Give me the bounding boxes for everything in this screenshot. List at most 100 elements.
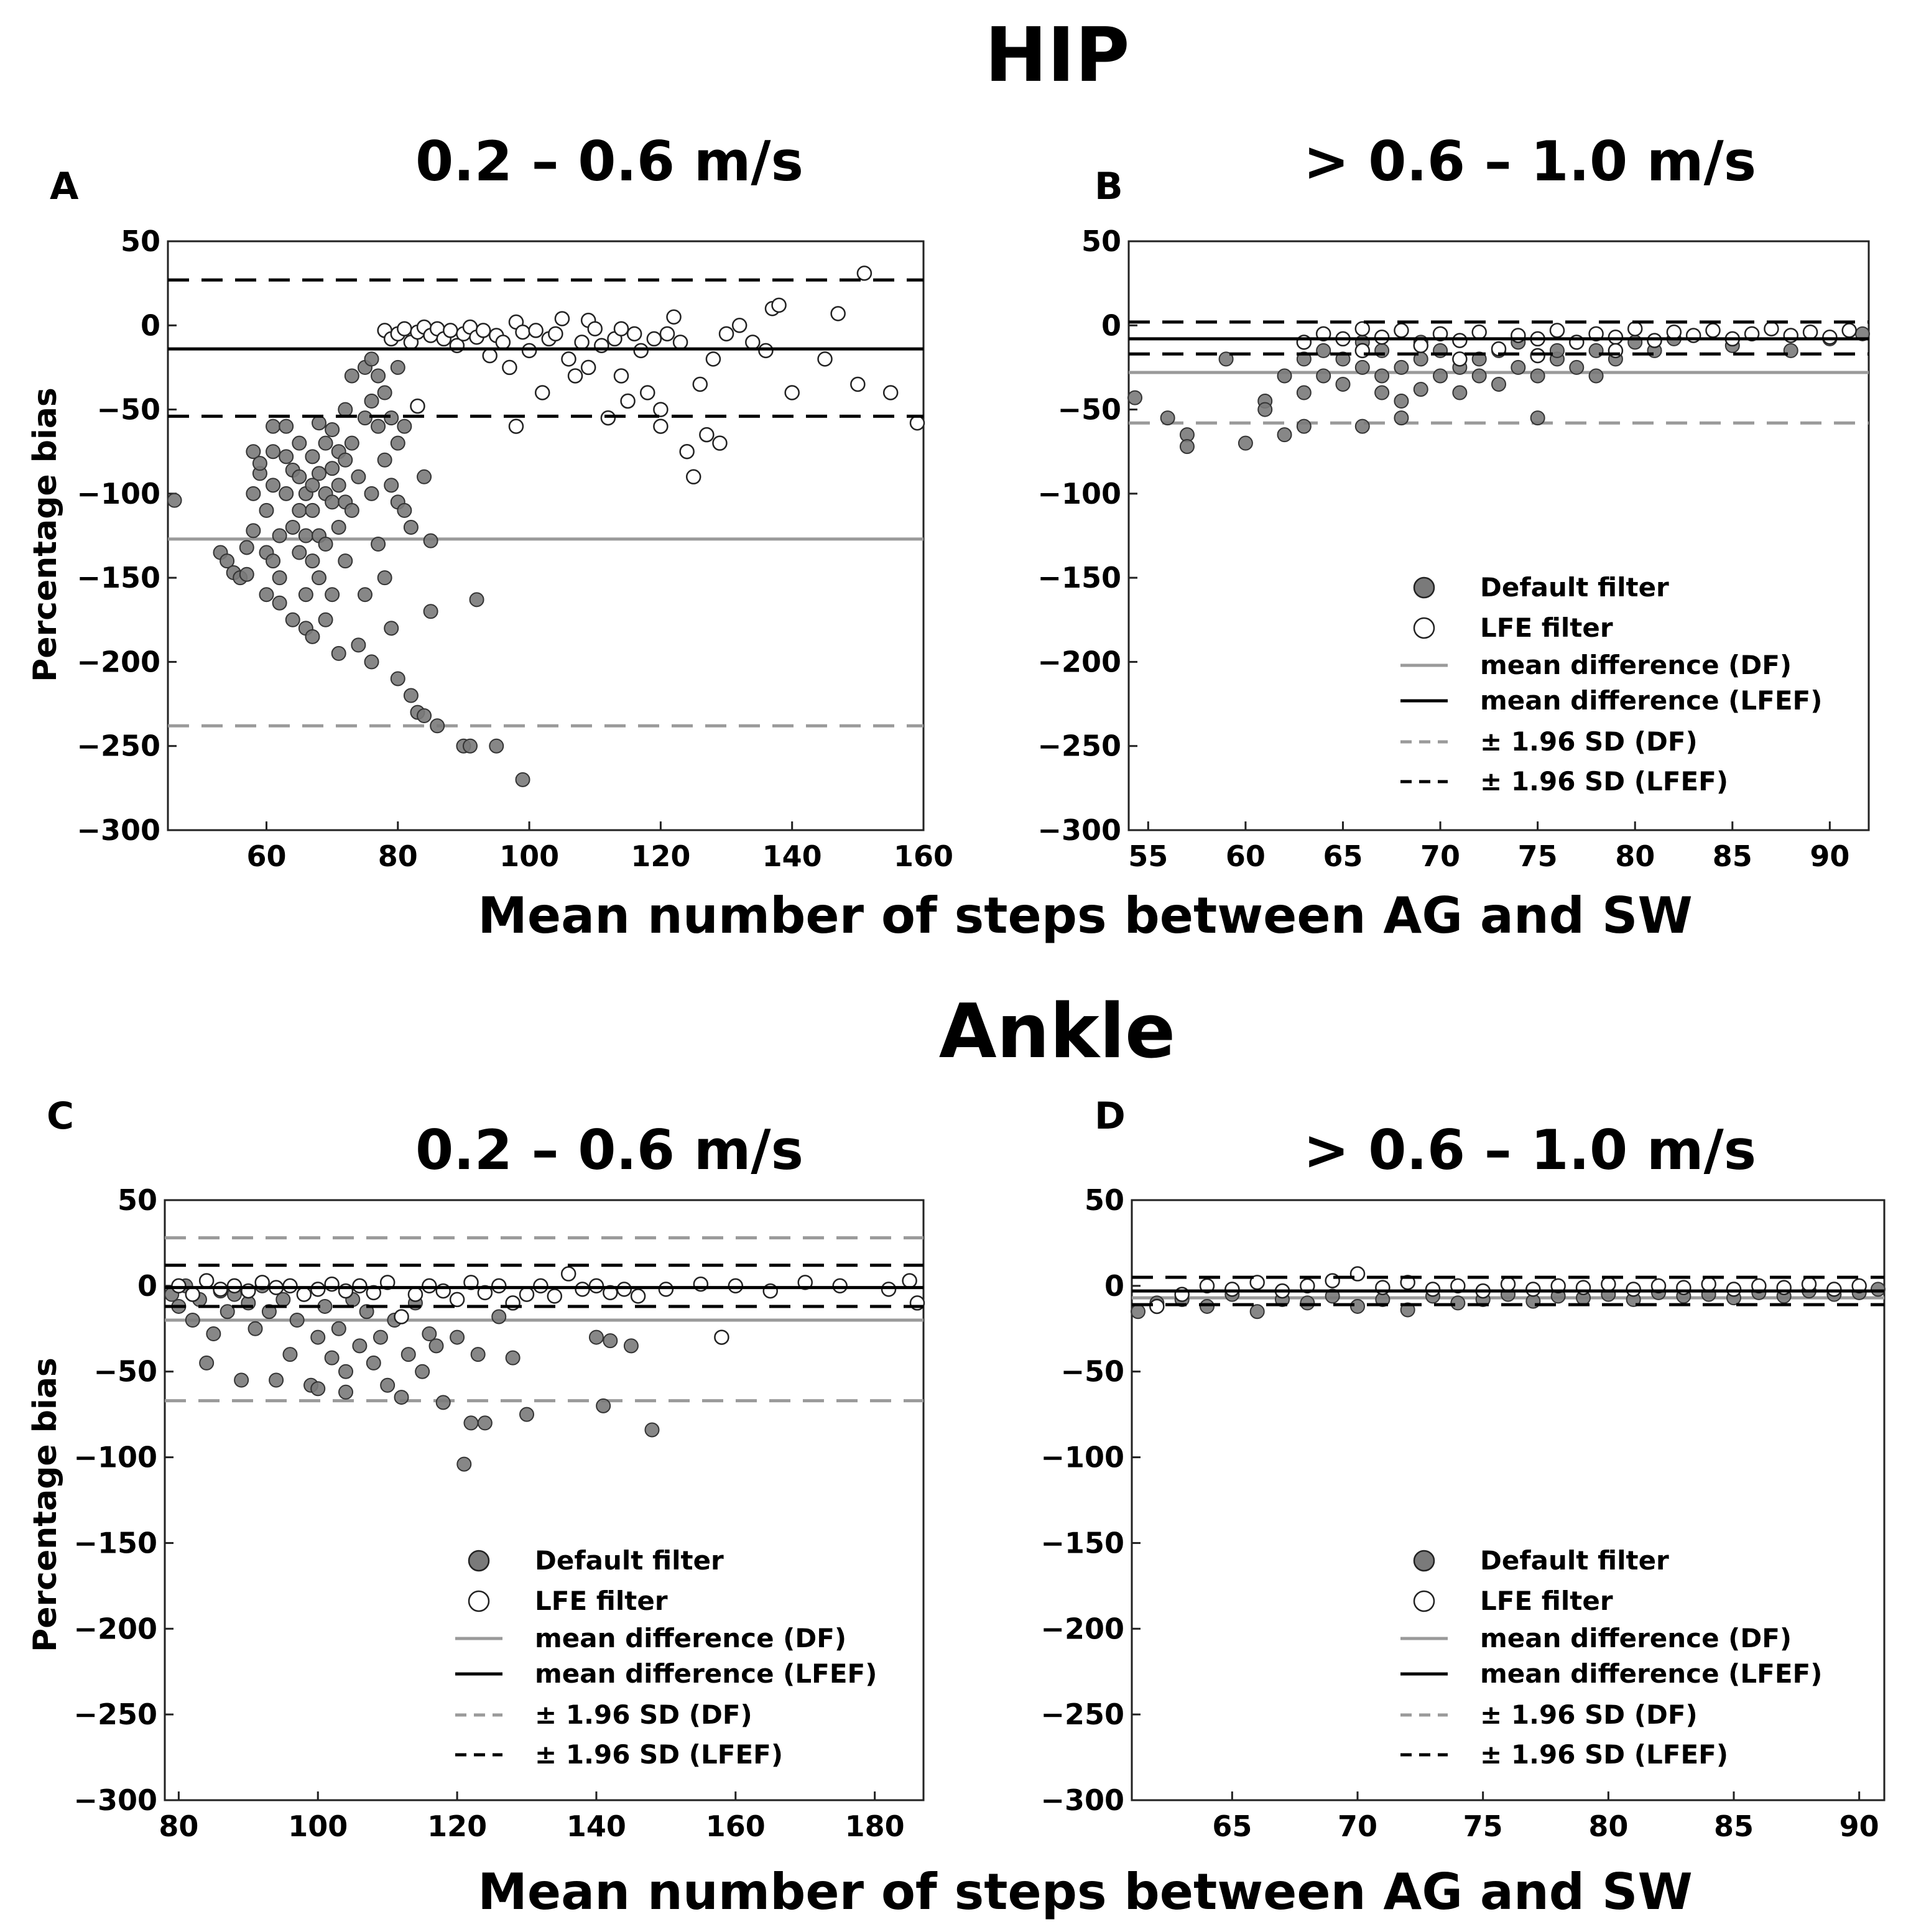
lfe-filter-point <box>666 309 682 325</box>
lfe-filter-point <box>185 1287 201 1302</box>
y-tick-label: −250 <box>73 1698 157 1731</box>
lfe-filter-point <box>1601 1276 1616 1292</box>
default-filter-point <box>261 1304 277 1320</box>
y-tick-label: −150 <box>73 1526 157 1560</box>
legend-label-sd-df: ± 1.96 SD (DF) <box>1480 726 1698 757</box>
default-filter-point <box>1374 385 1390 400</box>
y-tick-label: −50 <box>93 1355 157 1389</box>
default-filter-point <box>266 553 281 569</box>
x-tick-label: 75 <box>1463 1810 1503 1843</box>
legend-marker-lfe-filter <box>468 1590 490 1612</box>
default-filter-point <box>318 435 333 451</box>
default-filter-point <box>338 402 353 417</box>
default-filter-point <box>1394 394 1409 409</box>
default-filter-point <box>305 449 320 465</box>
default-filter-point <box>596 1398 611 1413</box>
lfe-filter-point <box>1666 324 1682 340</box>
default-filter-point <box>246 486 261 501</box>
lfe-filter-point <box>603 1285 618 1301</box>
default-filter-point <box>324 1350 340 1366</box>
y-tick-label: 0 <box>141 308 160 342</box>
default-filter-point <box>377 570 392 586</box>
lfe-filter-point <box>547 1288 563 1304</box>
lfe-filter-point <box>580 359 596 376</box>
lfe-filter-point <box>554 311 570 326</box>
lfe-filter-point <box>616 1282 632 1297</box>
default-filter-point <box>1433 368 1448 384</box>
lfe-filter-point <box>1525 1282 1541 1297</box>
lfe-filter-point <box>1249 1275 1265 1290</box>
legend: Default filter LFE filter mean difference … <box>1400 572 1822 797</box>
y-tick-label: −100 <box>76 477 160 511</box>
default-filter-point <box>269 1372 284 1388</box>
lfe-filter-point <box>213 1282 228 1297</box>
lfe-filter-point <box>1588 326 1604 342</box>
x-tick-label: 80 <box>159 1810 198 1843</box>
y-tick-label: −150 <box>1037 561 1121 594</box>
default-filter-point <box>266 418 281 434</box>
default-filter-point <box>279 418 294 434</box>
lfe-filter-point <box>475 323 491 338</box>
lfe-filter-point <box>533 1278 548 1294</box>
lfe-filter-point <box>410 398 425 414</box>
lfe-filter-point <box>548 326 563 342</box>
legend: Default filter LFE filter mean difference … <box>1400 1545 1822 1770</box>
lfe-filter-point <box>630 1288 646 1304</box>
y-tick-label: 0 <box>1101 308 1121 342</box>
lfe-filter-point <box>482 348 498 364</box>
lfe-filter-point <box>1764 321 1779 336</box>
lfe-filter-point <box>1851 1278 1867 1294</box>
panel-a-plot: 50 0 −50 −100 −150 −200 −250 −300 60 80 100 120 140 1… <box>76 224 953 873</box>
lfe-filter-point <box>817 351 833 367</box>
x-tick-label: 180 <box>845 1810 905 1843</box>
default-filter-point <box>1335 376 1351 392</box>
default-filter-point <box>1218 351 1234 367</box>
lfe-filter-point <box>881 1282 897 1297</box>
legend-label-mean-df: mean difference (DF) <box>535 1623 846 1653</box>
x-tick-label: 140 <box>567 1810 626 1843</box>
default-filter-point <box>423 604 438 619</box>
default-filter-point <box>1296 418 1312 434</box>
default-filter-point <box>1179 439 1195 455</box>
default-filter-point <box>359 1304 374 1320</box>
lfe-filter-point <box>1802 324 1818 340</box>
legend-marker-lfe-filter <box>1413 1590 1435 1612</box>
default-filter-point <box>357 587 373 603</box>
default-filter-point <box>351 637 366 653</box>
lfe-filter-point <box>1315 326 1331 342</box>
default-filter-point <box>289 1313 305 1328</box>
default-filter-point <box>292 469 307 484</box>
default-filter-point <box>1491 376 1506 392</box>
legend-label-sd-lfef: ± 1.96 SD (LFEF) <box>535 1739 783 1770</box>
default-filter-point <box>384 621 399 636</box>
default-filter-point <box>1316 343 1331 358</box>
y-tick-label: 50 <box>118 1183 157 1217</box>
lfe-filter-point <box>640 385 655 400</box>
default-filter-point <box>1394 359 1409 375</box>
y-axis-label-top: Percentage bias <box>27 387 64 682</box>
legend-label-mean-lfef: mean difference (LFEF) <box>1480 1658 1822 1689</box>
default-filter-point <box>220 553 235 569</box>
default-filter-point <box>477 1415 493 1431</box>
lfe-filter-point <box>1400 1275 1415 1290</box>
default-filter-point <box>469 592 484 608</box>
lfe-filter-point <box>296 1287 312 1302</box>
default-filter-point <box>403 519 419 535</box>
lfe-filter-point <box>379 1275 396 1290</box>
x-tick-label: 65 <box>1212 1810 1252 1843</box>
default-filter-point <box>371 368 386 384</box>
legend-label-lfe-filter: LFE filter <box>1480 612 1613 643</box>
lfe-filter-point <box>567 368 583 384</box>
x-tick-label: 160 <box>894 839 953 873</box>
y-tick-label: −250 <box>76 729 160 763</box>
lfe-filter-point <box>394 1309 409 1324</box>
default-filter-point <box>318 612 333 627</box>
legend-label-sd-df: ± 1.96 SD (DF) <box>1480 1699 1698 1730</box>
lfe-filter-point <box>491 1278 507 1294</box>
lfe-filter-point <box>449 1292 465 1308</box>
lfe-filter-point <box>1826 1282 1842 1297</box>
default-filter-point <box>239 540 254 555</box>
default-filter-point <box>371 537 386 552</box>
